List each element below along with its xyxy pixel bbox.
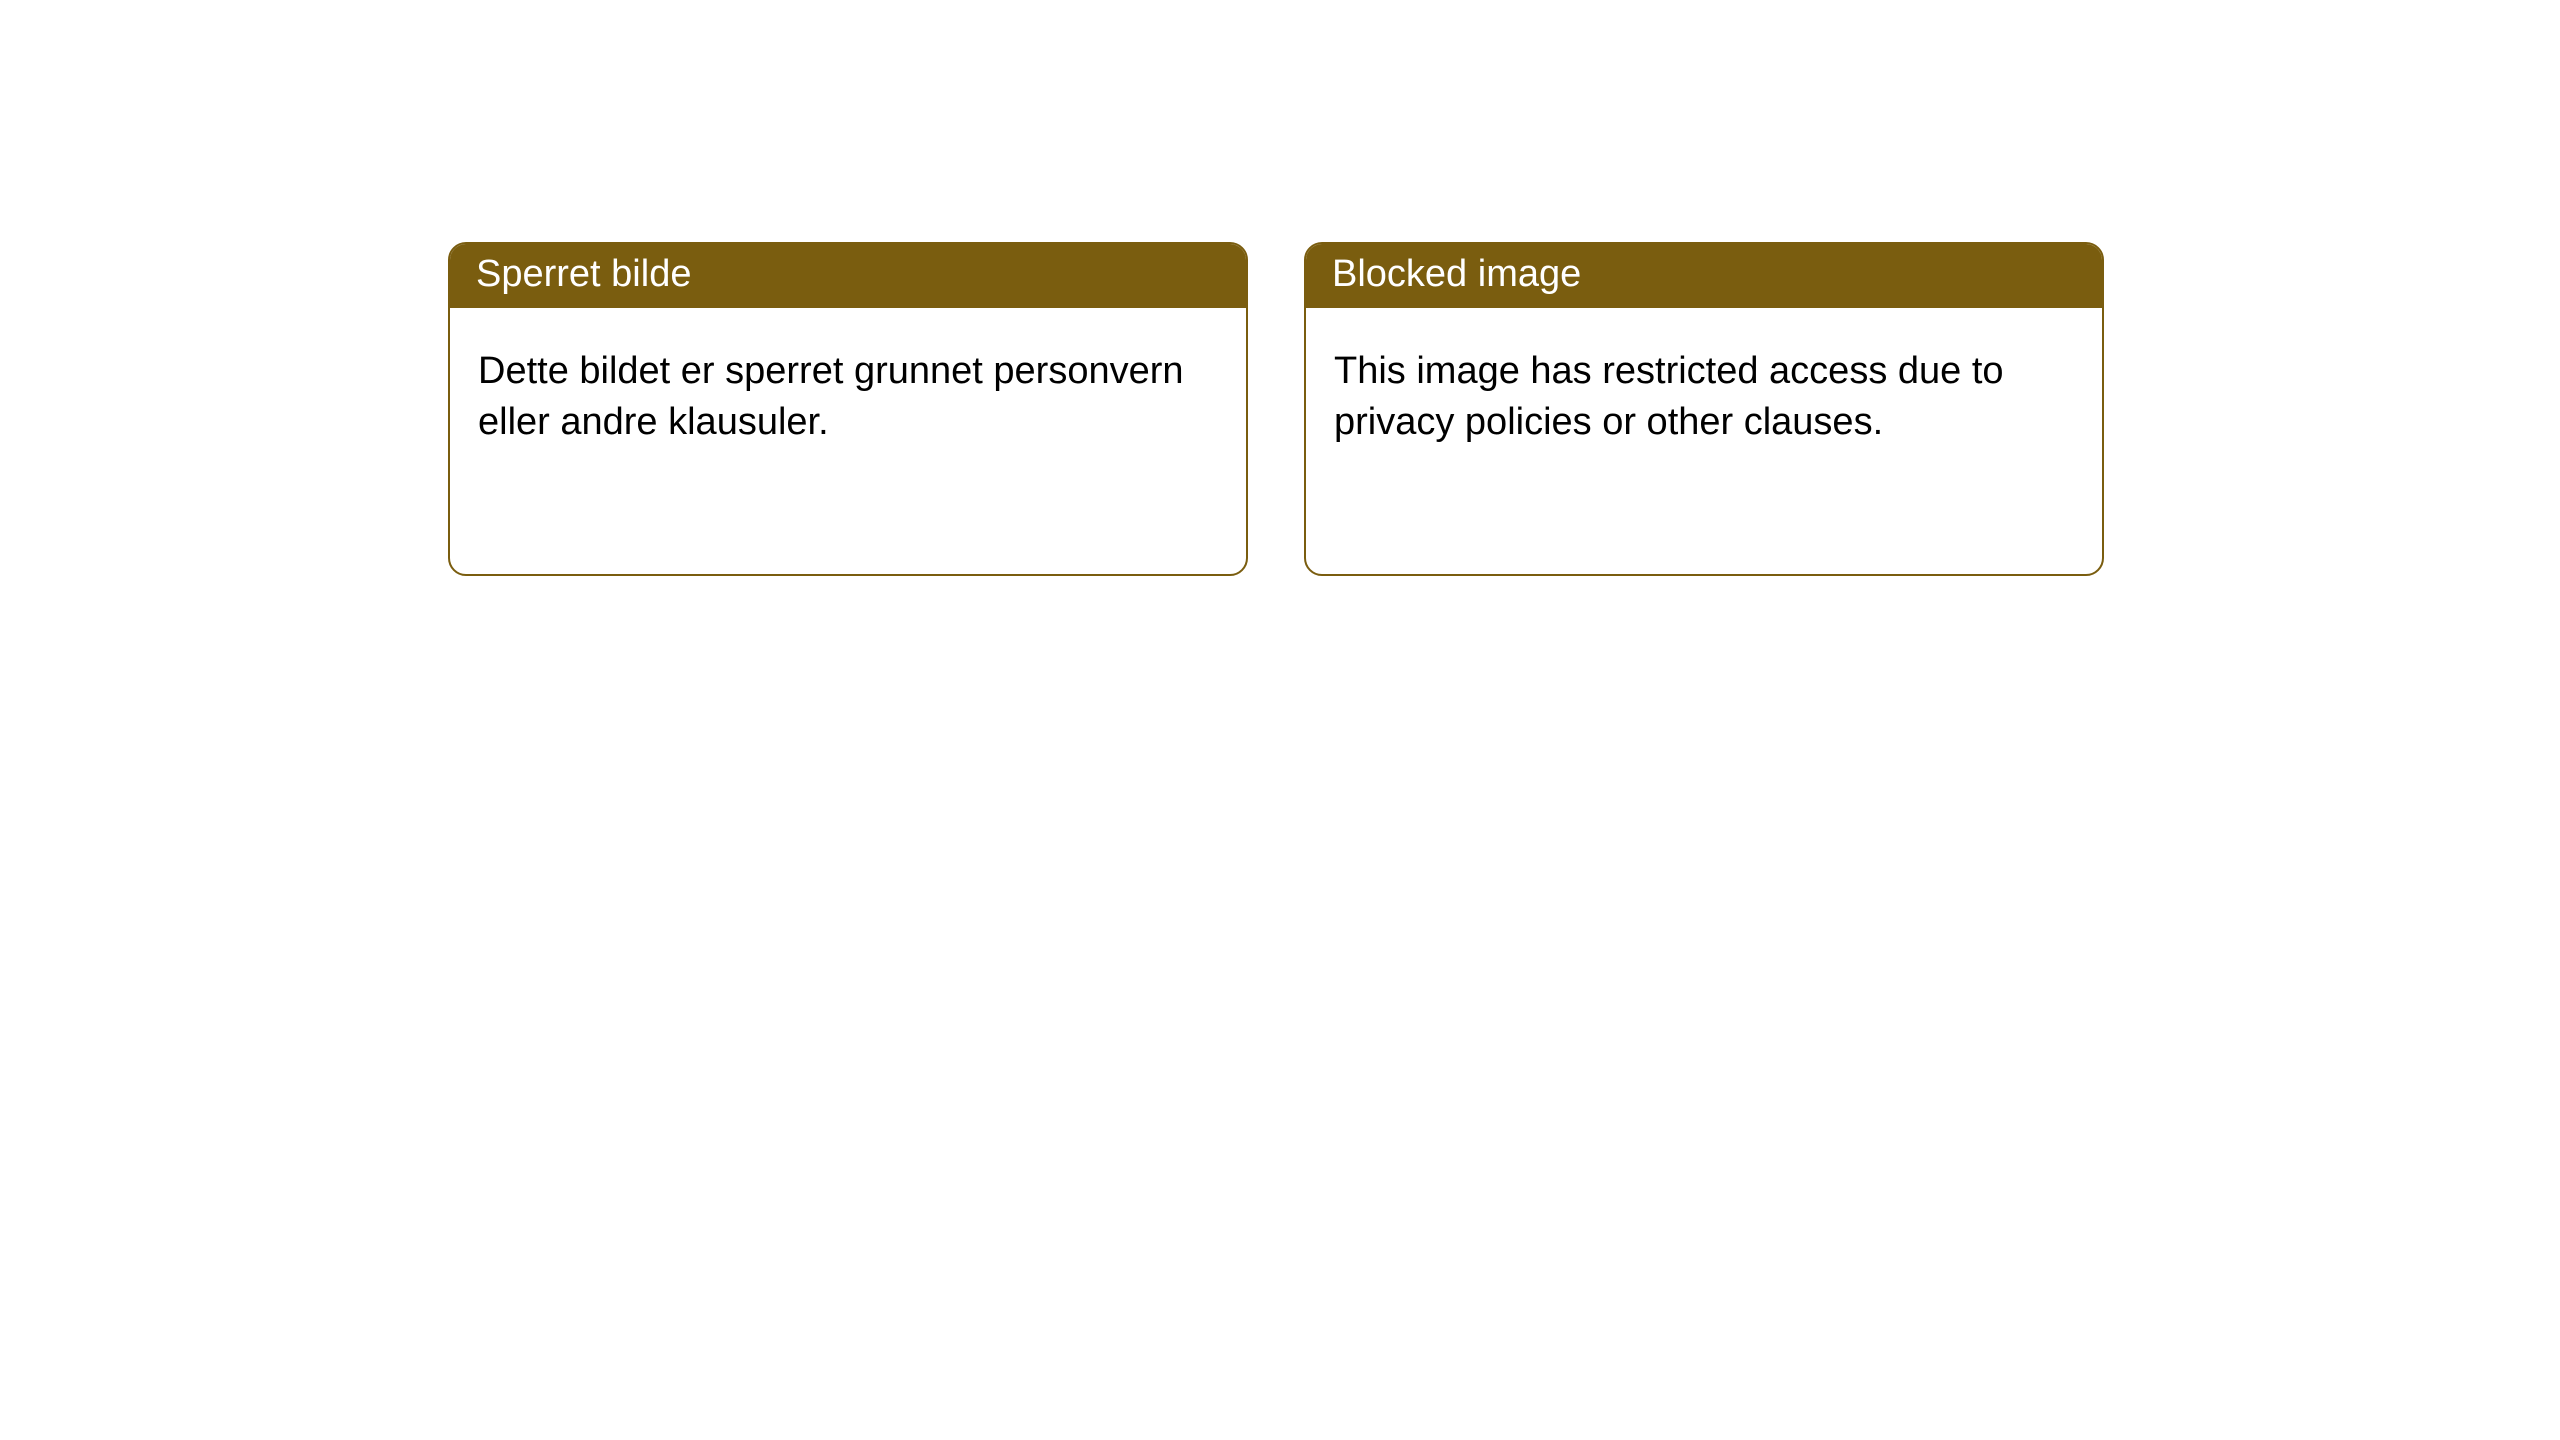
- notice-header: Sperret bilde: [450, 244, 1246, 308]
- notice-card-norwegian: Sperret bilde Dette bildet er sperret gr…: [448, 242, 1248, 576]
- notice-body: This image has restricted access due to …: [1306, 308, 2102, 476]
- notice-body: Dette bildet er sperret grunnet personve…: [450, 308, 1246, 476]
- notice-card-english: Blocked image This image has restricted …: [1304, 242, 2104, 576]
- notice-header: Blocked image: [1306, 244, 2102, 308]
- notice-container: Sperret bilde Dette bildet er sperret gr…: [0, 0, 2560, 576]
